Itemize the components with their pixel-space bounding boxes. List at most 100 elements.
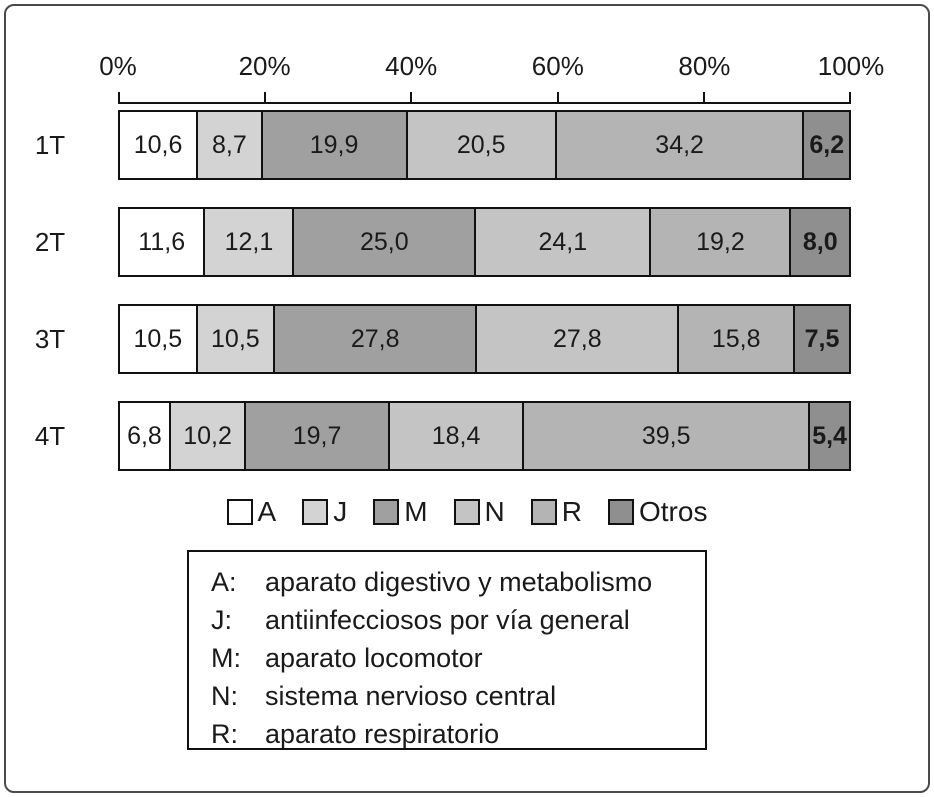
bar-row: 2T 11,6 12,1 25,0 24,1 19,2 8,0 xyxy=(6,207,928,277)
bar-segment-value: 15,8 xyxy=(711,324,761,353)
legend-item-label: N xyxy=(484,496,505,527)
legend-item-N: N xyxy=(453,496,505,528)
bar-segment-value: 11,6 xyxy=(138,227,186,256)
bar-segment-R: 19,2 xyxy=(651,209,792,275)
bar-segment-Otros: 7,5 xyxy=(795,306,850,372)
legend: A J M N R Otros xyxy=(6,496,928,528)
note-row: A: aparato digestivo y metabolismo xyxy=(211,563,705,601)
legend-item-M: M xyxy=(373,496,428,528)
bars-area: 1T 10,6 8,7 19,9 20,5 34,2 6,2 2T 11,6 12,1 25,0 24… xyxy=(6,110,928,498)
bar-segment-value: 7,5 xyxy=(804,324,840,353)
note-text: aparato digestivo y metabolismo xyxy=(265,567,653,597)
bar-segment-Otros: 5,4 xyxy=(810,403,849,469)
x-axis-tick xyxy=(849,92,851,104)
x-axis-tick xyxy=(410,92,413,104)
legend-swatch xyxy=(530,499,557,525)
bar-row: 3T 10,5 10,5 27,8 27,8 15,8 7,5 xyxy=(6,304,928,374)
x-axis-tick xyxy=(703,92,706,104)
legend-item-label: A xyxy=(257,496,277,527)
bar-segment-R: 39,5 xyxy=(524,403,811,469)
bar-segment-M: 19,7 xyxy=(246,403,390,469)
bar-segment-M: 27,8 xyxy=(275,306,478,372)
bar-segment-A: 10,6 xyxy=(120,112,199,178)
note-key: A: xyxy=(211,567,237,597)
note-row: M: aparato locomotor xyxy=(211,639,705,677)
bar-segment-value: 10,6 xyxy=(133,130,183,159)
bar-segment-value: 24,1 xyxy=(538,227,588,256)
bar-segment-A: 6,8 xyxy=(120,403,171,469)
legend-item-label: R xyxy=(561,496,582,527)
bar-segment-value: 8,0 xyxy=(802,227,838,256)
x-axis-tick xyxy=(556,92,559,104)
x-axis-tick-label: 0% xyxy=(99,51,137,81)
bar-segment-value: 27,8 xyxy=(350,324,400,353)
bar-segment-value: 6,8 xyxy=(127,421,162,450)
bar-segment-value: 34,2 xyxy=(655,130,704,159)
bar-segment-value: 6,2 xyxy=(809,130,845,159)
bar-row-label: 4T xyxy=(34,420,66,451)
bar-segment-Otros: 6,2 xyxy=(804,112,849,178)
note-key: M: xyxy=(211,643,241,673)
note-key: N: xyxy=(211,681,238,711)
bar-segment-value: 8,7 xyxy=(212,130,247,159)
legend-swatch xyxy=(302,499,329,525)
bar-segment-A: 10,5 xyxy=(120,306,198,372)
bar-segment-value: 19,2 xyxy=(696,227,745,256)
bar-segment-J: 12,1 xyxy=(205,209,295,275)
legend-swatch xyxy=(226,499,253,525)
legend-item-label: M xyxy=(404,496,428,527)
bar-row-label: 3T xyxy=(34,323,66,354)
legend-swatch xyxy=(453,499,480,525)
legend-item-label: J xyxy=(333,496,348,527)
bar-row: 4T 6,8 10,2 19,7 18,4 39,5 5,4 xyxy=(6,401,928,471)
bar-segment-M: 25,0 xyxy=(294,209,477,275)
bar-segment-R: 34,2 xyxy=(556,112,805,178)
note-row: N: sistema nervioso central xyxy=(211,677,705,715)
note-row: J: antiinfecciosos por vía general xyxy=(211,601,705,639)
bar-segment-value: 10,5 xyxy=(133,324,183,353)
bar-segment-J: 10,5 xyxy=(197,306,276,372)
bar-segment-value: 10,5 xyxy=(211,324,260,353)
x-axis-tick xyxy=(263,92,266,104)
note-text: aparato locomotor xyxy=(265,643,483,673)
bar-segment-R: 15,8 xyxy=(679,306,796,372)
bar-segment-N: 18,4 xyxy=(389,403,525,469)
note-key: J: xyxy=(211,605,233,635)
legend-notes-box: A: aparato digestivo y metabolismo J: antii… xyxy=(187,550,707,750)
bar-segment-A: 11,6 xyxy=(120,209,206,275)
legend-item-label: Otros xyxy=(639,496,708,527)
bar-segment-Otros: 8,0 xyxy=(791,209,849,275)
bar-segment-N: 24,1 xyxy=(476,209,652,275)
bar-segment-value: 19,7 xyxy=(292,421,342,450)
bar-segment-N: 27,8 xyxy=(477,306,680,372)
legend-item-Otros: Otros xyxy=(608,496,707,528)
note-text: antiinfecciosos por vía general xyxy=(265,605,630,635)
x-axis-tick xyxy=(118,92,120,104)
x-axis-tick-label: 20% xyxy=(238,51,291,81)
bar-segment-value: 20,5 xyxy=(456,130,506,159)
legend-item-J: J xyxy=(302,496,347,528)
x-axis-tick-label: 80% xyxy=(678,51,731,81)
note-key: R: xyxy=(211,719,238,749)
bar-row: 1T 10,6 8,7 19,9 20,5 34,2 6,2 xyxy=(6,110,928,180)
figure-frame: 0% 20% 40% 60% 80% 100% 1T 10,6 8,7 19,9 20,5 34,2… xyxy=(4,4,930,793)
bar-segment-value: 18,4 xyxy=(431,421,481,450)
legend-swatch xyxy=(373,499,400,525)
bar-segment-value: 12,1 xyxy=(224,227,274,256)
stacked-bar: 11,6 12,1 25,0 24,1 19,2 8,0 xyxy=(118,207,851,277)
note-text: aparato respiratorio xyxy=(265,719,500,749)
bar-row-label: 1T xyxy=(34,129,66,160)
x-axis-tick-label: 100% xyxy=(817,51,885,81)
bar-segment-N: 20,5 xyxy=(407,112,557,178)
stacked-bar: 10,5 10,5 27,8 27,8 15,8 7,5 xyxy=(118,304,851,374)
stacked-bar: 6,8 10,2 19,7 18,4 39,5 5,4 xyxy=(118,401,851,471)
note-text: sistema nervioso central xyxy=(265,681,557,711)
legend-swatch xyxy=(608,499,634,525)
bar-segment-M: 19,9 xyxy=(262,112,408,178)
bar-row-label: 2T xyxy=(34,226,66,257)
x-axis: 0% 20% 40% 60% 80% 100% xyxy=(99,46,884,104)
bar-segment-value: 25,0 xyxy=(359,227,409,256)
bar-segment-value: 10,2 xyxy=(183,421,232,450)
stacked-bar: 10,6 8,7 19,9 20,5 34,2 6,2 xyxy=(118,110,851,180)
x-axis-tick-label: 60% xyxy=(531,51,584,81)
